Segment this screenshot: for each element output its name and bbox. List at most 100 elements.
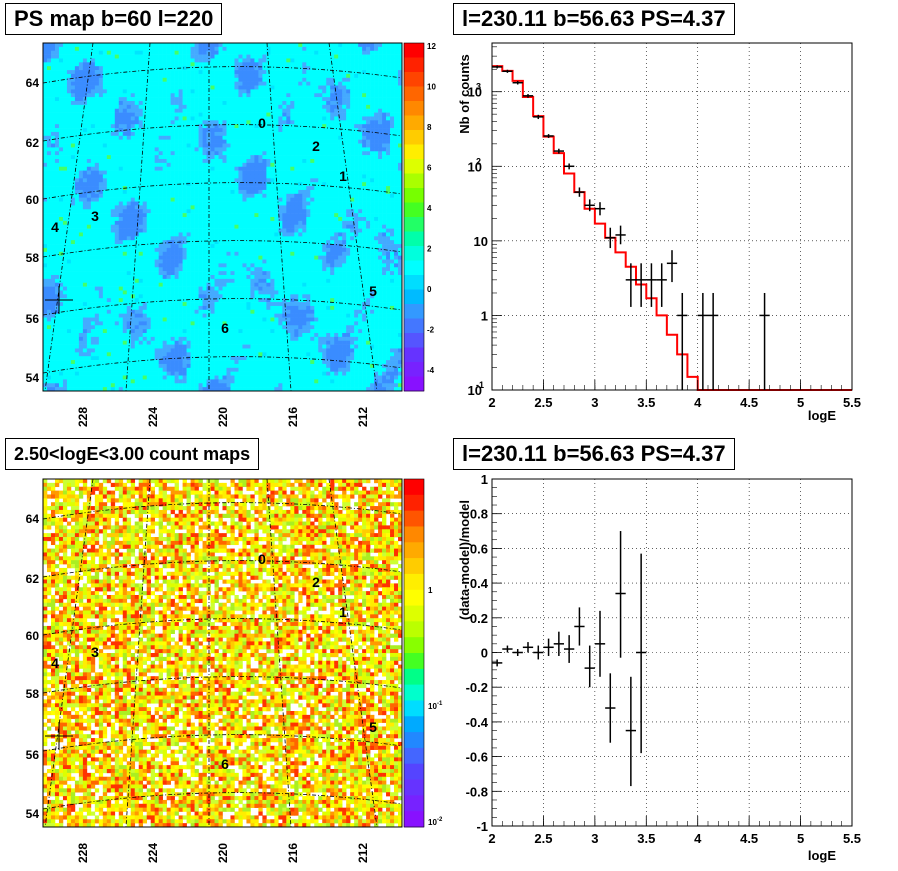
- spectrum-model-histogram: [492, 65, 852, 391]
- ps-map-y-tick: 62: [26, 136, 40, 150]
- count-map-colorbar-tick: 10: [428, 702, 437, 711]
- spectrum-y-tick-label: 10: [474, 234, 488, 249]
- spectrum-x-tick-label: 3: [591, 395, 598, 410]
- residual-x-tick-label: 4: [694, 831, 702, 846]
- ps-map-y-tick: 58: [26, 251, 40, 265]
- ps-map-y-tick: 54: [26, 371, 40, 385]
- ps-map-colorbar-tick-labels: 12 10 8 6 4 2 0 -2 -4: [427, 42, 436, 375]
- cm-x-tick: 212: [356, 843, 370, 863]
- spectrum-y-tick-label: 1: [481, 308, 488, 323]
- cm-x-tick: 216: [286, 843, 300, 863]
- count-map-panel: 228 224 220 216 212 64 62 60 58 56 54 1 10 -1 10 -2 0…: [0, 435, 445, 871]
- spectrum-y-tick-label: 10: [468, 383, 482, 398]
- count-map-title: 2.50<logE<3.00 count maps: [5, 438, 260, 470]
- residual-grid: [492, 479, 852, 826]
- ps-map-colorbar-tick: -2: [427, 326, 435, 335]
- residual-tick-marks: [491, 478, 853, 827]
- spectrum-grid: [492, 43, 852, 390]
- count-map-colorbar-tick: 1: [428, 586, 433, 595]
- ps-map-heatmap: [43, 43, 403, 392]
- residual-x-tick-label: 5: [797, 831, 804, 846]
- cm-source-label: 5: [369, 719, 377, 735]
- cm-y-tick: 64: [26, 512, 40, 526]
- ps-map-source-labels: 0 1 2 3 4 5 6: [51, 115, 377, 336]
- ps-map-colorbar-tick: 4: [427, 204, 432, 213]
- ps-map-y-tick: 64: [26, 76, 40, 90]
- count-map-x-tick-labels: 228 224 220 216 212: [76, 843, 370, 863]
- residual-y-tick-label: -0.6: [466, 750, 488, 765]
- ps-map-source-label: 5: [369, 283, 377, 299]
- spectrum-y-tick-label: 10: [468, 85, 482, 100]
- ps-map-x-tick-labels: 228 224 220 216 212: [76, 407, 370, 427]
- cm-y-tick: 54: [26, 807, 40, 821]
- cm-y-tick: 60: [26, 629, 40, 643]
- spectrum-title: l=230.11 b=56.63 PS=4.37: [453, 3, 735, 35]
- ps-map-source-label: 3: [91, 208, 99, 224]
- ps-map-colorbar-tick: -4: [427, 366, 435, 375]
- ps-map-colorbar-tick: 10: [427, 83, 436, 92]
- cm-y-tick: 56: [26, 748, 40, 762]
- residual-y-tick-label: -0.8: [466, 784, 488, 799]
- ps-map-x-tick: 212: [356, 407, 370, 427]
- residual-x-tick-label: 3.5: [637, 831, 655, 846]
- ps-map-panel: 228 224 220 216 212 64 62 60 58 56 54 12 10 8 6 4 2 0 -2…: [0, 0, 445, 430]
- spectrum-x-tick-label: 2.5: [534, 395, 552, 410]
- ps-map-colorbar-tick: 2: [427, 245, 432, 254]
- cm-source-label: 6: [221, 756, 229, 772]
- count-map-colorbar: [403, 478, 425, 828]
- residual-y-tick-label: -0.2: [466, 680, 488, 695]
- spectrum-model-step-line: [492, 65, 852, 391]
- count-map-position-marker: [45, 722, 73, 750]
- ps-map-colorbar-tick: 6: [427, 164, 432, 173]
- count-map-heatmap: [43, 479, 403, 828]
- ps-map-x-tick: 228: [76, 407, 90, 427]
- residual-y-tick-label: -0.4: [466, 715, 489, 730]
- cm-y-tick: 62: [26, 572, 40, 586]
- spectrum-data-points: [492, 65, 770, 390]
- spectrum-x-axis-title: logE: [808, 408, 836, 423]
- residual-x-tick-label: 2.5: [534, 831, 552, 846]
- spectrum-panel: 2 2.5 3 3.5 4 4.5 5 5.5 10 3 10 2 10 1 10 -1 logE Nb o…: [449, 0, 898, 430]
- ps-map-coordinate-grid: [42, 42, 403, 392]
- ps-map-colorbar-tick: 12: [427, 42, 436, 51]
- count-map-colorbar-tick: -1: [437, 701, 443, 707]
- residual-x-tick-label: 5.5: [843, 831, 861, 846]
- residual-x-tick-label: 2: [488, 831, 495, 846]
- spectrum-y-tick-exponent: -1: [476, 380, 484, 390]
- spectrum-y-axis-title: Nb of counts: [457, 54, 472, 133]
- spectrum-frame: [491, 42, 853, 391]
- count-map-colorbar-tick-labels: 110-110-2: [428, 586, 443, 827]
- spectrum-x-tick-label: 5: [797, 395, 804, 410]
- ps-map-colorbar: [403, 42, 425, 392]
- ps-map-colorbar-tick: 8: [427, 123, 432, 132]
- residual-y-tick-label: -1: [476, 819, 488, 834]
- ps-map-source-label: 2: [312, 138, 320, 154]
- spectrum-x-tick-label: 4: [694, 395, 702, 410]
- residual-y-tick-labels: 1 0.8 0.6 0.4 0.2 0 -0.2 -0.4 -0.6 -0.8 -1: [466, 472, 489, 834]
- ps-map-colorbar-tick: 0: [427, 285, 432, 294]
- ps-map-source-label: 4: [51, 219, 59, 235]
- residual-title: l=230.11 b=56.63 PS=4.37: [453, 438, 735, 470]
- residual-y-tick-label: 0: [481, 646, 488, 661]
- spectrum-x-tick-label: 3.5: [637, 395, 655, 410]
- ps-map-source-label: 6: [221, 320, 229, 336]
- count-map-frame: [42, 478, 403, 828]
- ps-map-y-tick: 60: [26, 193, 40, 207]
- residual-y-tick-label: 0.2: [470, 611, 488, 626]
- ps-map-x-tick: 220: [216, 407, 230, 427]
- ps-map-position-marker: [45, 286, 73, 314]
- ps-map-y-tick-labels: 64 62 60 58 56 54: [26, 76, 40, 385]
- count-map-colorbar-tick: 10: [428, 818, 437, 827]
- residual-x-axis-title: logE: [808, 848, 836, 863]
- cm-source-label: 3: [91, 644, 99, 660]
- residual-y-tick-label: 0.6: [470, 541, 488, 556]
- spectrum-y-tick-exponent: 2: [476, 156, 481, 166]
- ps-map-frame: [42, 42, 403, 392]
- spectrum-y-tick-exponent: 3: [476, 82, 481, 92]
- count-map-colorbar-tick: -2: [437, 817, 443, 823]
- spectrum-x-tick-labels: 2 2.5 3 3.5 4 4.5 5 5.5: [488, 395, 861, 410]
- cm-source-label: 1: [339, 604, 347, 620]
- count-map-coordinate-grid: [42, 478, 403, 828]
